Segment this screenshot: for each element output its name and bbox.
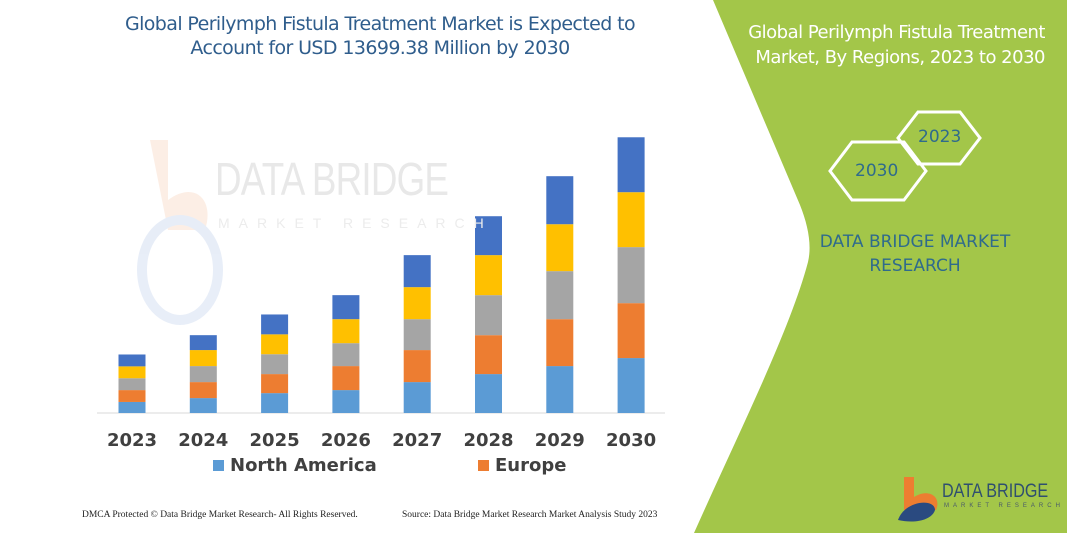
legend-item-north-america: North America (213, 455, 377, 476)
watermark-text: DATA BRIDGE (215, 153, 449, 205)
bar-segment-2023-series-4 (118, 354, 146, 367)
x-tick-label: 2025 (249, 430, 300, 451)
bar-segment-2024-series-1 (189, 382, 217, 399)
x-tick-label: 2023 (106, 430, 158, 451)
x-tick-label: 2027 (392, 430, 443, 451)
green-side-panel (694, 0, 1067, 533)
bar-segment-2028-series-3 (475, 255, 502, 296)
bar-segment-2030-series-2 (617, 247, 645, 304)
bar-segment-2023-series-0 (118, 401, 146, 413)
bar-segment-2024-series-2 (189, 366, 217, 383)
bar-segment-2029-series-1 (546, 319, 574, 367)
bar-segment-2030-series-3 (617, 192, 645, 248)
bar-segment-2028-series-4 (475, 216, 502, 256)
bar-segment-2028-series-2 (475, 295, 502, 336)
bar-segment-2027-series-2 (403, 319, 431, 351)
hexagon-2030 (828, 140, 928, 202)
bar-segment-2028-series-1 (475, 335, 502, 375)
brand-text: DATA BRIDGE MARKET RESEARCH (819, 232, 1011, 276)
bar-segment-2026-series-2 (332, 343, 360, 367)
watermark-logo-icon (137, 140, 223, 325)
chart-title: Global Perilymph Fistula Treatment Marke… (124, 13, 636, 59)
x-tick-label: 2024 (178, 430, 229, 451)
bar-segment-2025-series-4 (261, 314, 289, 335)
hexagon-2023 (896, 110, 982, 166)
bar-segment-2024-series-3 (189, 350, 217, 367)
bar-segment-2027-series-1 (403, 350, 431, 383)
bar-segment-2024-series-4 (189, 335, 217, 351)
bar-segment-2023-series-2 (118, 378, 146, 391)
bar-segment-2023-series-1 (118, 390, 146, 402)
bar-segment-2030-series-4 (617, 137, 645, 193)
bar-segment-2027-series-3 (403, 287, 431, 320)
bar-segment-2026-series-4 (332, 295, 360, 320)
bar-segment-2025-series-1 (261, 374, 289, 394)
legend-swatch (478, 460, 489, 471)
legend-label: Europe (495, 455, 567, 476)
watermark-subtext: MARKET RESEARCH (218, 215, 493, 231)
x-tick-label: 2029 (534, 430, 585, 451)
data-bridge-logo-icon (898, 477, 938, 522)
hex-label-2023: 2023 (918, 127, 962, 147)
x-tick-label: 2028 (463, 430, 514, 451)
x-tick-label: 2030 (606, 430, 657, 451)
footer-source: Source: Data Bridge Market Research Mark… (402, 510, 658, 520)
legend-swatch (213, 460, 224, 471)
x-tick-label: 2026 (320, 430, 371, 451)
side-panel-title: Global Perilymph Fistula Treatment Marke… (748, 22, 1045, 68)
bar-segment-2027-series-0 (403, 382, 431, 413)
bar-segment-2023-series-3 (118, 366, 146, 379)
bars-group (118, 137, 645, 413)
bar-segment-2029-series-0 (546, 366, 574, 413)
logo-subtext: MARKET RESEARCH (944, 503, 1064, 509)
hex-label-2030: 2030 (855, 161, 899, 181)
bar-segment-2029-series-3 (546, 224, 574, 272)
bar-segment-2026-series-1 (332, 366, 360, 391)
bar-segment-2029-series-4 (546, 176, 574, 225)
bar-segment-2025-series-3 (261, 334, 289, 355)
bar-segment-2027-series-4 (403, 255, 431, 288)
bar-segment-2028-series-0 (475, 374, 502, 413)
logo-text: DATA BRIDGE (942, 481, 1049, 502)
bar-segment-2024-series-0 (189, 398, 217, 413)
bar-segment-2030-series-1 (617, 303, 645, 359)
bar-segment-2025-series-0 (261, 393, 289, 413)
legend-item-europe: Europe (478, 455, 566, 476)
bar-segment-2025-series-2 (261, 354, 289, 375)
footer-copyright: DMCA Protected © Data Bridge Market Rese… (82, 510, 358, 520)
bar-segment-2026-series-3 (332, 319, 360, 344)
bar-segment-2030-series-0 (617, 358, 645, 413)
legend-label: North America (230, 455, 377, 476)
bar-segment-2026-series-0 (332, 390, 360, 413)
bar-segment-2029-series-2 (546, 271, 574, 320)
